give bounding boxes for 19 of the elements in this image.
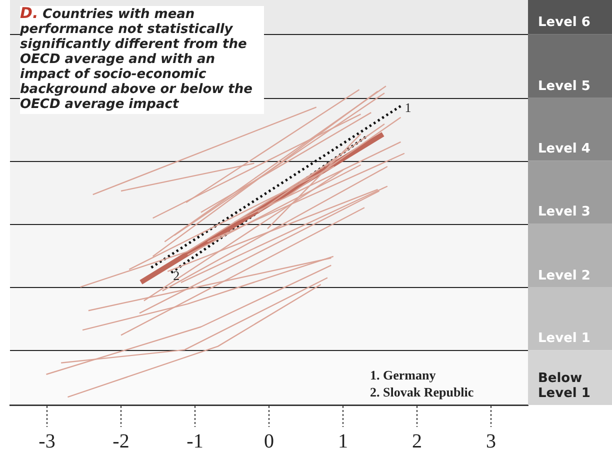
x-tick-label: 1 — [338, 430, 348, 452]
band-label: Level 3 — [538, 204, 590, 220]
x-tick-label: 2 — [412, 430, 422, 452]
band-label: Level 2 — [538, 268, 590, 284]
x-tick-label: 3 — [486, 430, 496, 452]
band-label: Level 6 — [538, 15, 590, 30]
annotation: 2 — [173, 268, 180, 284]
x-tick-label: 0 — [264, 430, 274, 452]
annotation: 1. Germany — [370, 367, 436, 382]
x-tick-label: -2 — [112, 430, 130, 452]
annotation: 1 — [404, 100, 412, 116]
annotation: 2. Slovak Republic — [370, 384, 474, 400]
band-label: Below Level 1 — [538, 371, 590, 401]
band-label: Level 5 — [538, 78, 590, 94]
chart-title: D. Countries with mean performance not statistically significantly different from the OECD average and with an impact of socio-economic background above or below the OECD average impact — [20, 4, 264, 114]
x-tick-label: -3 — [38, 430, 56, 452]
band-label: Level 1 — [538, 331, 590, 346]
band-label: Level 4 — [538, 142, 590, 157]
x-tick-label: -1 — [186, 430, 204, 452]
